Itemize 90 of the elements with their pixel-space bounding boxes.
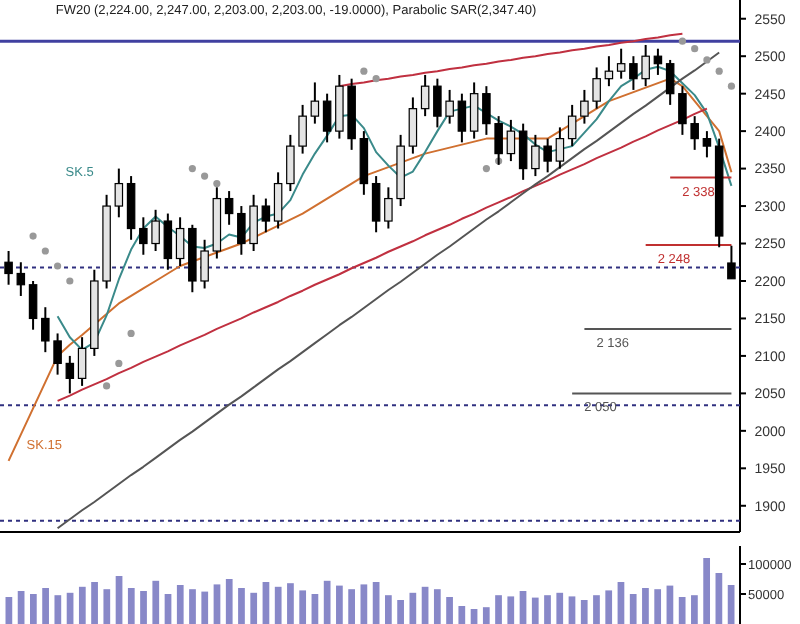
candlestick xyxy=(359,130,369,196)
bar xyxy=(593,595,600,624)
bar xyxy=(274,586,282,624)
candlestick xyxy=(518,122,528,181)
point xyxy=(66,277,74,285)
bar xyxy=(385,595,392,624)
bar xyxy=(544,595,551,624)
candlestick xyxy=(261,197,271,234)
bar xyxy=(446,597,453,624)
bar xyxy=(29,594,37,624)
bar xyxy=(78,586,86,624)
bar xyxy=(299,590,307,624)
point xyxy=(188,164,196,173)
candlestick xyxy=(126,175,136,241)
bar xyxy=(482,607,490,624)
bar xyxy=(678,597,686,624)
point xyxy=(41,247,49,255)
point xyxy=(703,56,711,64)
bar xyxy=(703,558,711,624)
candlestick xyxy=(665,58,675,106)
candlestick xyxy=(16,261,26,297)
bar xyxy=(176,585,184,624)
point xyxy=(360,67,368,75)
point xyxy=(53,262,62,270)
candlestick xyxy=(224,190,234,226)
candlestick xyxy=(408,96,418,155)
bar xyxy=(654,589,662,624)
point xyxy=(102,382,111,390)
point xyxy=(715,67,723,75)
candlestick xyxy=(457,92,467,144)
bar xyxy=(507,596,515,624)
bar xyxy=(103,589,111,624)
bar xyxy=(409,592,417,624)
point xyxy=(115,359,123,368)
bar xyxy=(348,589,355,624)
candlestick xyxy=(4,250,13,286)
candlestick xyxy=(506,118,516,163)
bar xyxy=(42,588,49,624)
candlestick xyxy=(114,167,124,219)
bar xyxy=(495,595,502,624)
bar xyxy=(580,600,588,624)
bar xyxy=(54,595,62,624)
point xyxy=(201,172,209,180)
candlestick xyxy=(371,175,381,234)
bar xyxy=(323,580,331,624)
bar xyxy=(458,606,466,624)
point xyxy=(678,37,687,45)
point xyxy=(127,329,135,338)
candlestick xyxy=(273,171,283,230)
bar xyxy=(336,585,343,624)
bar xyxy=(568,596,576,624)
candlestick xyxy=(616,47,626,80)
candlestick xyxy=(567,103,577,148)
bar xyxy=(642,588,649,624)
bar xyxy=(91,582,98,624)
candlestick xyxy=(469,81,479,140)
candlestick xyxy=(310,81,320,125)
point xyxy=(213,179,221,188)
candlestick xyxy=(28,279,38,331)
candlestick xyxy=(420,73,430,118)
bar xyxy=(189,589,196,624)
bar xyxy=(691,595,698,624)
bar xyxy=(287,583,294,624)
point xyxy=(482,164,490,173)
bar xyxy=(238,588,245,624)
bar xyxy=(360,584,368,624)
candlestick xyxy=(702,130,712,159)
bar xyxy=(605,590,613,624)
bar xyxy=(629,594,637,624)
candlestick xyxy=(322,92,332,144)
bar xyxy=(531,597,539,624)
bar xyxy=(201,591,209,624)
bar xyxy=(213,584,221,624)
candlestick xyxy=(163,212,173,271)
point xyxy=(372,75,380,83)
point xyxy=(727,82,736,90)
bar xyxy=(152,580,160,624)
point xyxy=(691,45,699,53)
candlestick xyxy=(555,126,565,170)
bar xyxy=(250,592,258,624)
bar xyxy=(556,592,564,624)
candlestick xyxy=(175,216,185,267)
bar xyxy=(127,588,135,624)
bar xyxy=(140,591,147,624)
candlestick xyxy=(77,336,87,387)
bar xyxy=(433,589,441,624)
candlestick xyxy=(65,354,75,395)
bar xyxy=(225,579,233,624)
point xyxy=(29,232,37,240)
bar xyxy=(397,600,404,624)
